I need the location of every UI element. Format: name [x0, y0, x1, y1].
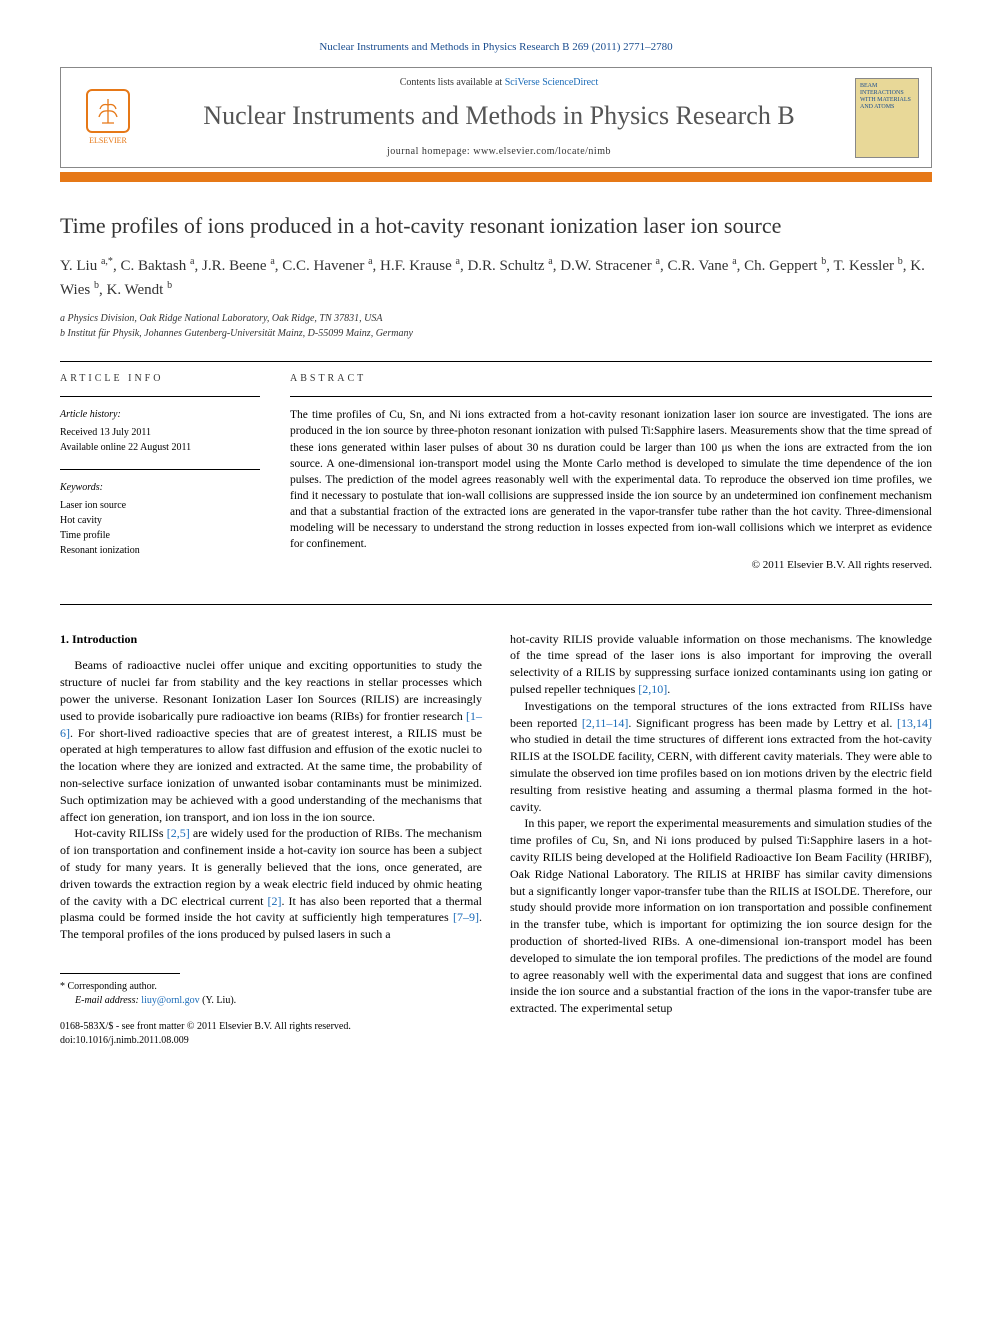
- affiliations: a Physics Division, Oak Ridge National L…: [60, 311, 932, 341]
- doi-line: doi:10.1016/j.nimb.2011.08.009: [60, 1034, 482, 1048]
- online-date: Available online 22 August 2011: [60, 440, 260, 455]
- body-paragraph: Beams of radioactive nuclei offer unique…: [60, 657, 482, 825]
- journal-cover-thumbnail: BEAM INTERACTIONS WITH MATERIALS AND ATO…: [855, 78, 919, 158]
- sciencedirect-link[interactable]: SciVerse ScienceDirect: [505, 77, 599, 88]
- journal-title: Nuclear Instruments and Methods in Physi…: [155, 98, 843, 134]
- body-paragraph: Hot-cavity RILISs [2,5] are widely used …: [60, 825, 482, 943]
- contents-prefix: Contents lists available at: [400, 77, 505, 88]
- homepage-url[interactable]: www.elsevier.com/locate/nimb: [473, 146, 611, 157]
- elsevier-name: ELSEVIER: [89, 135, 127, 146]
- corr-label: * Corresponding author.: [60, 980, 482, 994]
- article-history: Article history: Received 13 July 2011 A…: [60, 407, 260, 455]
- body-paragraph: In this paper, we report the experimenta…: [510, 815, 932, 1017]
- body-paragraph: hot-cavity RILIS provide valuable inform…: [510, 631, 932, 698]
- info-abstract-row: ARTICLE INFO Article history: Received 1…: [60, 372, 932, 573]
- abstract-copyright: © 2011 Elsevier B.V. All rights reserved…: [290, 558, 932, 573]
- elsevier-logo: ELSEVIER: [73, 83, 143, 153]
- divider: [60, 361, 932, 362]
- elsevier-tree-icon: [86, 89, 130, 133]
- article-info-column: ARTICLE INFO Article history: Received 1…: [60, 372, 260, 573]
- journal-reference: Nuclear Instruments and Methods in Physi…: [60, 40, 932, 55]
- keywords-label: Keywords:: [60, 480, 260, 495]
- corresponding-author-note: * Corresponding author. E-mail address: …: [60, 980, 482, 1008]
- keyword: Laser ion source: [60, 498, 260, 513]
- keyword: Hot cavity: [60, 513, 260, 528]
- body-paragraph: Investigations on the temporal structure…: [510, 698, 932, 816]
- orange-divider-bar: [60, 172, 932, 182]
- keyword: Resonant ionization: [60, 543, 260, 558]
- received-date: Received 13 July 2011: [60, 425, 260, 440]
- body-text: 1. Introduction Beams of radioactive nuc…: [60, 631, 932, 1048]
- homepage-prefix: journal homepage:: [387, 146, 473, 157]
- divider: [60, 396, 260, 397]
- affiliation-a: a Physics Division, Oak Ridge National L…: [60, 311, 932, 326]
- abstract-heading: ABSTRACT: [290, 372, 932, 386]
- divider: [290, 396, 932, 397]
- divider: [60, 604, 932, 605]
- divider: [60, 469, 260, 470]
- affiliation-b: b Institut für Physik, Johannes Gutenber…: [60, 326, 932, 341]
- abstract-text: The time profiles of Cu, Sn, and Ni ions…: [290, 407, 932, 552]
- article-title: Time profiles of ions produced in a hot-…: [60, 212, 932, 241]
- keywords-block: Keywords: Laser ion source Hot cavity Ti…: [60, 480, 260, 558]
- author-list: Y. Liu a,*, C. Baktash a, J.R. Beene a, …: [60, 254, 932, 301]
- email-suffix: (Y. Liu).: [200, 995, 236, 1006]
- issn-line: 0168-583X/$ - see front matter © 2011 El…: [60, 1020, 482, 1034]
- keyword: Time profile: [60, 528, 260, 543]
- email-label: E-mail address:: [75, 995, 141, 1006]
- contents-line: Contents lists available at SciVerse Sci…: [155, 76, 843, 90]
- footnote-separator: [60, 973, 180, 974]
- history-label: Article history:: [60, 407, 260, 422]
- corr-email[interactable]: liuy@ornl.gov: [141, 995, 199, 1006]
- section-1-heading: 1. Introduction: [60, 631, 482, 648]
- abstract-column: ABSTRACT The time profiles of Cu, Sn, an…: [290, 372, 932, 573]
- doi-block: 0168-583X/$ - see front matter © 2011 El…: [60, 1020, 482, 1048]
- homepage-line: journal homepage: www.elsevier.com/locat…: [155, 145, 843, 159]
- journal-header: ELSEVIER Contents lists available at Sci…: [60, 67, 932, 167]
- header-center: Contents lists available at SciVerse Sci…: [155, 76, 843, 158]
- article-info-heading: ARTICLE INFO: [60, 372, 260, 386]
